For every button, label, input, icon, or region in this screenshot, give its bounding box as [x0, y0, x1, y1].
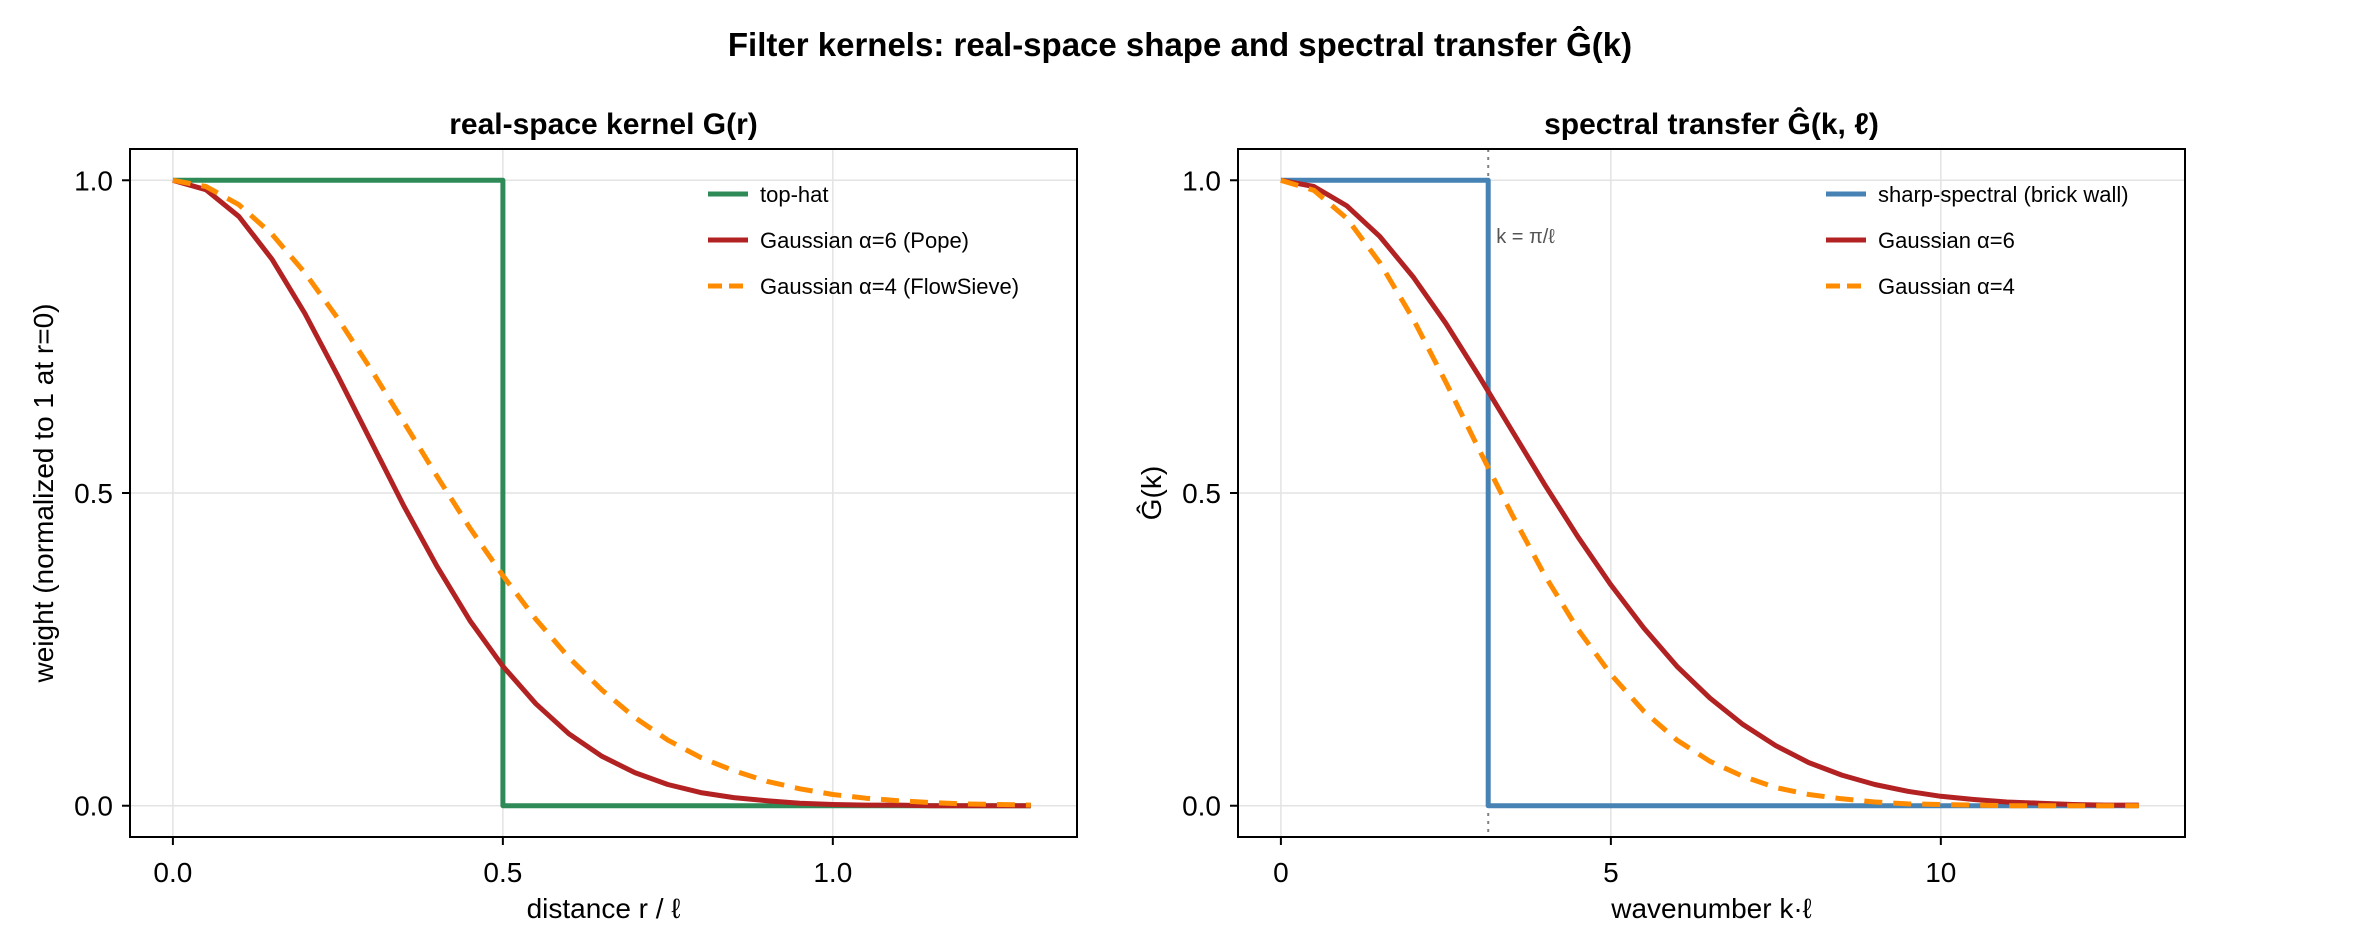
series-line-gauss6: [172, 177, 1031, 809]
y-tick-label: 1.0: [74, 165, 113, 196]
legend-label: Gaussian α=4 (FlowSieve): [760, 274, 1019, 299]
series-line-gauss6: [1280, 177, 2139, 808]
cutoff-annotation: k = π/ℓ: [1496, 226, 1555, 248]
x-tick-label: 10: [1925, 857, 1956, 888]
panel-title: real-space kernel G(r): [449, 108, 757, 141]
panel-real-space: 0.0 0.5 1.0 0.0 0.5 1.0 real-space kernel G(r)…: [28, 108, 1078, 924]
legend-label: sharp-spectral (brick wall): [1878, 182, 2129, 207]
series-line-gauss4: [172, 177, 1031, 808]
legend-label: top-hat: [760, 182, 829, 207]
x-tick-label: 1.0: [813, 857, 852, 888]
x-tick-label: 0: [1273, 857, 1289, 888]
y-tick-label: 1.0: [1182, 165, 1221, 196]
y-tick-label: 0.0: [74, 791, 113, 822]
series-line-tophat: [172, 177, 1031, 809]
x-tick-label: 0.5: [483, 857, 522, 888]
legend-label: Gaussian α=6: [1878, 228, 2015, 253]
x-tick-label: 5: [1603, 857, 1619, 888]
y-tick-label: 0.0: [1182, 791, 1221, 822]
y-axis-label: weight (normalized to 1 at r=0): [28, 304, 59, 684]
series-line-gauss4: [1280, 177, 2139, 809]
y-tick-label: 0.5: [74, 478, 113, 509]
x-tick-label: 0.0: [153, 857, 192, 888]
figure-title: Filter kernels: real-space shape and spe…: [728, 25, 1632, 63]
legend-label: Gaussian α=6 (Pope): [760, 228, 969, 253]
panel-title: spectral transfer Ĝ(k, ℓ): [1544, 107, 1879, 141]
y-tick-label: 0.5: [1182, 478, 1221, 509]
x-axis-label: wavenumber k·ℓ: [1610, 893, 1811, 924]
series-line-sharp: [1280, 177, 2139, 809]
legend-label: Gaussian α=4: [1878, 274, 2015, 299]
x-axis-label: distance r / ℓ: [527, 893, 681, 924]
y-axis-label: Ĝ(k): [1136, 466, 1167, 520]
panel-spectral: k = π/ℓ 0 5 10 0.0 0.5 1.0 spectral transfer Ĝ(…: [1136, 107, 2186, 924]
